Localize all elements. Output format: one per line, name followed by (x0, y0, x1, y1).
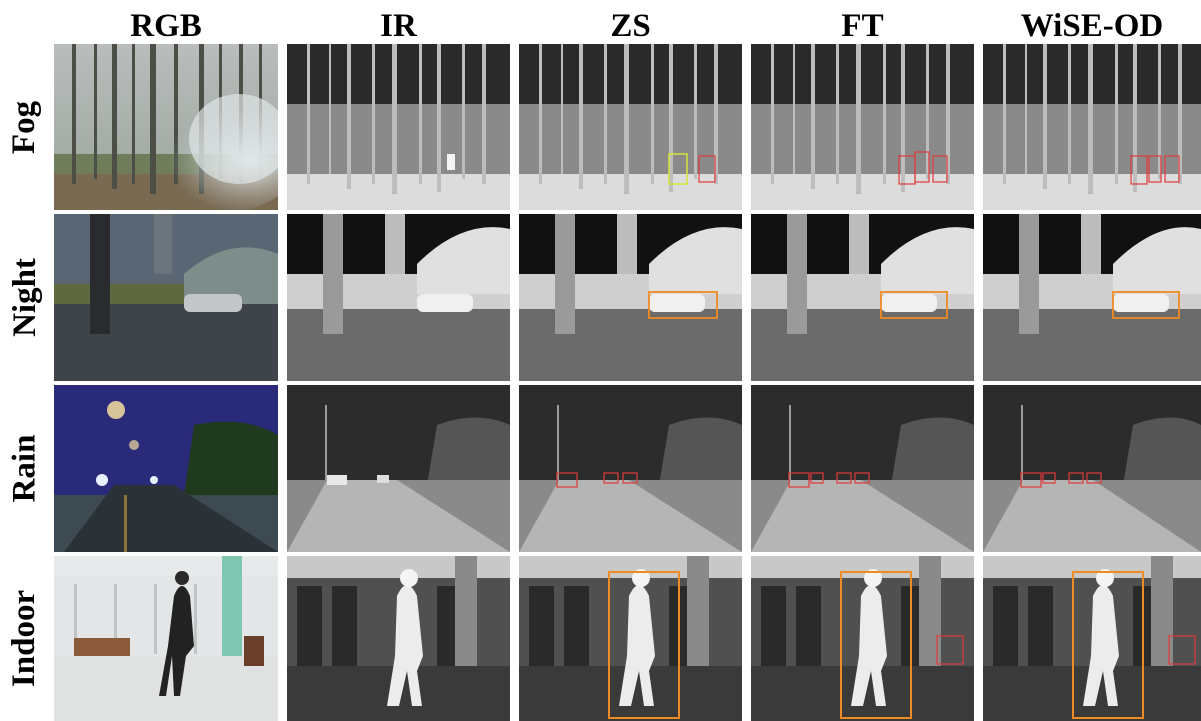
image-rain-zs (519, 385, 742, 552)
row-label-rain: Rain (6, 434, 43, 503)
detection-box (1042, 472, 1056, 484)
image-night-zs (519, 214, 742, 381)
detection-box (1168, 635, 1196, 665)
image-indoor-zs (519, 556, 742, 721)
detection-box (1086, 472, 1102, 484)
detection-box (1112, 291, 1180, 319)
detection-box (1020, 472, 1042, 488)
image-night-wise-od (983, 214, 1201, 381)
image-fog-ir (287, 44, 510, 210)
row-label-night: Night (6, 258, 43, 337)
column-header-wise-od: WiSE-OD (1020, 8, 1164, 44)
image-indoor-wise-od (983, 556, 1201, 721)
image-fog-zs (519, 44, 742, 210)
image-indoor-ft (751, 556, 974, 721)
column-header-ir: IR (380, 8, 417, 44)
image-night-ft (751, 214, 974, 381)
image-indoor-rgb (54, 556, 278, 721)
detection-box (932, 155, 948, 183)
detection-box (936, 635, 964, 665)
row-label-fog: Fog (6, 100, 43, 154)
detection-box (854, 472, 870, 484)
image-rain-rgb (54, 385, 278, 552)
detection-box (1130, 155, 1148, 185)
detection-box (603, 472, 619, 484)
image-night-ir (287, 214, 510, 381)
image-night-rgb (54, 214, 278, 381)
image-fog-ft (751, 44, 974, 210)
column-header-ft: FT (841, 8, 884, 44)
detection-box (880, 291, 948, 319)
image-fog-rgb (54, 44, 278, 210)
image-indoor-ir (287, 556, 510, 721)
row-label-indoor: Indoor (6, 589, 43, 688)
column-header-rgb: RGB (130, 8, 202, 44)
detection-box (788, 472, 810, 488)
detection-box (840, 571, 912, 719)
detection-box (1148, 155, 1162, 183)
detection-box (1068, 472, 1084, 484)
detection-box (1072, 571, 1144, 719)
detection-box (1164, 155, 1180, 183)
detection-box (622, 472, 638, 484)
detection-box (836, 472, 852, 484)
column-header-zs: ZS (610, 8, 651, 44)
detection-box (914, 151, 930, 183)
image-fog-wise-od (983, 44, 1201, 210)
detection-box (668, 153, 688, 185)
image-rain-wise-od (983, 385, 1201, 552)
detection-box (648, 291, 718, 319)
detection-box (810, 472, 824, 484)
detection-box (608, 571, 680, 719)
detection-box (556, 472, 578, 488)
image-rain-ir (287, 385, 510, 552)
image-rain-ft (751, 385, 974, 552)
detection-box (698, 155, 716, 183)
